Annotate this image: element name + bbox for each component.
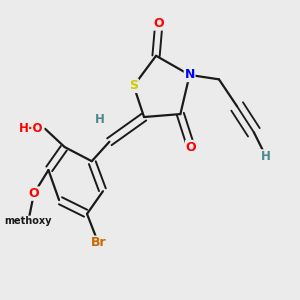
Text: S: S bbox=[129, 79, 138, 92]
Text: methoxy: methoxy bbox=[4, 216, 52, 226]
Text: H: H bbox=[94, 113, 104, 127]
Text: N: N bbox=[184, 68, 195, 81]
Text: O: O bbox=[154, 17, 164, 30]
Text: H·O: H·O bbox=[19, 122, 44, 135]
Text: H: H bbox=[261, 150, 271, 163]
Text: O: O bbox=[186, 141, 196, 154]
Text: O: O bbox=[28, 187, 39, 200]
Text: Br: Br bbox=[90, 236, 106, 249]
